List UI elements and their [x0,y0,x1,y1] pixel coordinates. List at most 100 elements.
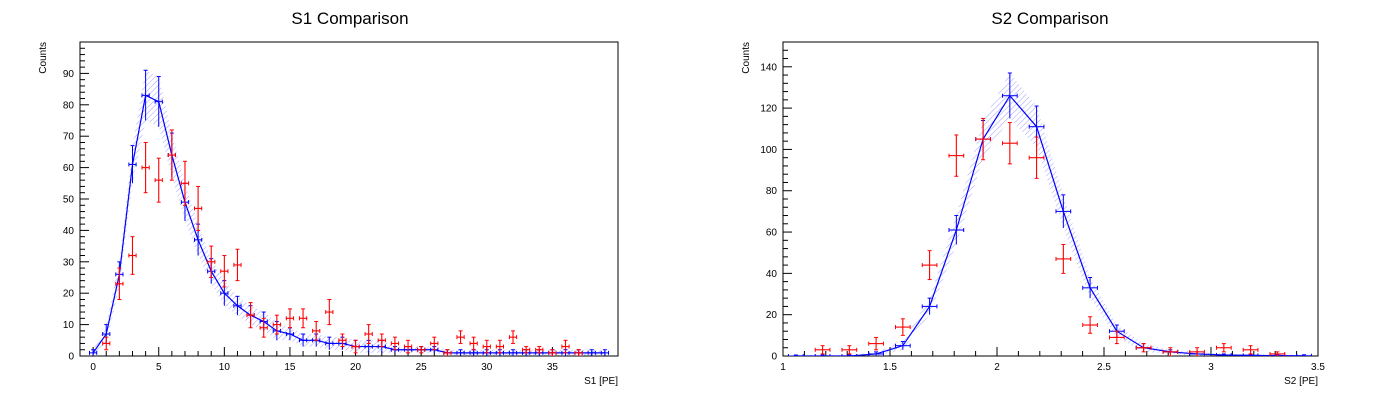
s1-simulation-point [600,349,609,356]
s1-data-point [574,349,583,356]
s1-x-axis-label: S1 [PE] [584,376,618,387]
s2-y-tick-label: 100 [760,145,777,156]
s2-data-point [1108,330,1125,345]
s2-x-tick-label: 3.5 [1311,362,1325,373]
s1-y-tick-label: 30 [63,257,75,268]
s1-x-tick-label: 20 [350,362,362,373]
s2-y-tick-label: 80 [766,186,778,197]
s2-y-tick-label: 20 [766,310,778,321]
s1-y-tick-label: 0 [68,352,74,363]
s2-panel: S2 Comparison Counts S2 [PE] 1 1.5 2 2.5 3 3.… [741,9,1325,387]
s1-data-point [259,317,268,338]
s1-data-point [390,336,400,351]
s1-data-point [522,346,531,354]
s1-data-point [298,308,308,329]
s2-data-point [841,345,858,355]
s1-data-point [141,141,150,194]
s1-data-point [246,302,255,329]
s1-data-point [403,339,413,354]
s2-simulation-point [1215,352,1232,356]
s1-data-point [377,333,386,348]
s1-data-point [443,349,452,356]
s1-x-tick-label: 30 [481,362,493,373]
s1-data-point [207,245,216,278]
s2-x-tick-label: 2 [994,362,1000,373]
s1-data-point [495,339,505,354]
s1-simulation-point [456,349,465,356]
s1-data-point [508,330,518,344]
s2-simulation-point [894,341,911,350]
s2-y-tick-label: 140 [760,62,777,73]
s2-y-tick-label: 0 [771,352,777,363]
s2-y-axis-label: Counts [741,42,752,74]
s2-simulation-point [1001,72,1018,119]
s2-simulation-point [814,354,831,356]
s1-data-point [193,185,203,231]
s1-y-tick-label: 70 [63,132,75,143]
s1-simulation-band [93,70,605,356]
s1-data-point [325,298,334,326]
s2-data-point [1135,343,1152,353]
s1-y-tick-label: 80 [63,100,75,111]
s1-data-point [430,336,439,351]
s1-data-point [233,248,242,282]
s2-data-point [1242,345,1259,355]
s1-data-point [351,339,360,354]
s1-panel: S1 Comparison Counts S1 [PE] 0 5 10 15 20 25 3… [38,9,619,387]
s1-simulation-point [154,76,163,127]
s2-data-point [1082,316,1098,334]
s1-simulation-point [141,69,150,121]
s1-x-tick-label: 0 [90,362,96,373]
s1-data-point [115,267,124,300]
s2-simulation-point [1242,353,1259,356]
s2-data-point [1215,343,1232,353]
s1-data-point [469,336,478,351]
s1-data-point [220,255,229,288]
s1-simulation-point [298,333,308,347]
s2-chart-title: S2 Comparison [991,9,1108,28]
s1-data-point [417,346,426,354]
s2-x-axis-label: S2 [PE] [1284,376,1318,387]
s2-data-point [1269,351,1286,356]
s2-simulation-point [1055,194,1072,228]
s1-simulation-line [92,94,605,354]
s2-x-tick-label: 3 [1208,362,1214,373]
s2-simulation-point [868,351,884,356]
s1-data-point [548,349,557,356]
s1-data-point [285,308,295,329]
s2-simulation-line [795,94,1305,356]
s2-y-tick-label: 60 [766,228,778,239]
s1-simulation-point [128,145,137,184]
s2-data-point [868,336,884,351]
s2-data-point [975,117,991,161]
s1-data-point [154,157,163,203]
s2-y-tick-label: 40 [766,269,778,280]
s1-data-point [482,339,491,354]
s1-x-tick-label: 10 [219,362,231,373]
s1-simulation-point [587,349,596,356]
s2-plot-area [787,72,1312,356]
s1-data-point [128,236,137,275]
s1-y-tick-label: 10 [63,320,75,331]
s2-simulation-point [787,354,804,356]
s1-x-tick-label: 35 [547,362,559,373]
s1-data-point [102,336,111,351]
s1-y-axis-label: Counts [38,42,49,74]
s2-data-point [921,250,938,281]
s1-data-point [312,320,321,341]
s2-x-tick-label: 2.5 [1097,362,1111,373]
s2-simulation-point [1082,277,1098,299]
s2-data-point [948,134,965,177]
s1-data-point [180,160,190,206]
s1-x-tick-label: 25 [416,362,428,373]
s2-x-tick-label: 1.5 [883,362,897,373]
s1-data-point [272,314,281,335]
s2-simulation-point [1296,353,1312,356]
s1-chart-title: S1 Comparison [291,9,408,28]
s2-simulation-point [948,215,965,245]
s1-data-point [167,129,176,181]
s1-data-point [456,330,465,344]
s2-x-tick-label: 1 [780,362,786,373]
s2-data-point [1028,136,1045,179]
